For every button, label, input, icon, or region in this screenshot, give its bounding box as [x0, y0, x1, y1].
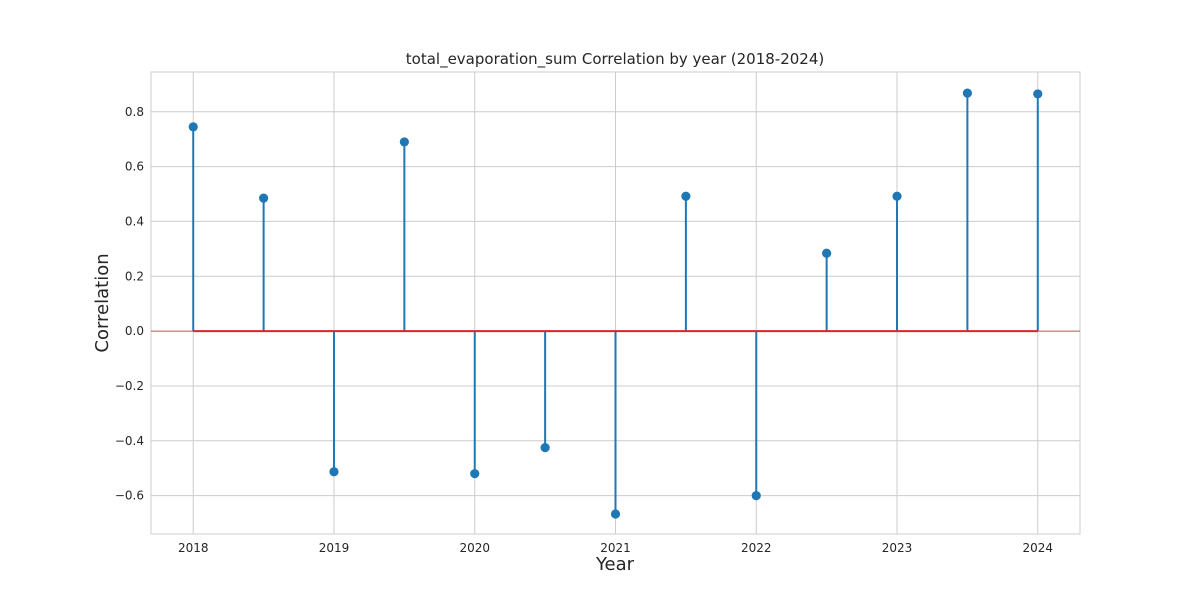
stem-marker: [329, 467, 339, 477]
y-tick-label: −0.6: [115, 489, 144, 503]
y-tick-label: 0.4: [125, 214, 144, 228]
stem-marker: [962, 88, 972, 98]
stem-marker: [540, 443, 550, 453]
stem-marker: [681, 191, 691, 201]
stem-marker: [470, 469, 480, 479]
stem-marker: [751, 491, 761, 501]
y-tick-label: −0.2: [115, 379, 144, 393]
stem-marker: [892, 191, 902, 201]
chart-title: total_evaporation_sum Correlation by yea…: [406, 50, 824, 69]
y-tick-label: 0.6: [125, 160, 144, 174]
y-axis-label: Correlation: [92, 253, 113, 352]
marker-series: [188, 88, 1043, 519]
y-tick-label: 0.0: [125, 324, 144, 338]
x-axis-label: Year: [595, 554, 635, 575]
x-tick-label: 2018: [178, 541, 209, 555]
stem-marker: [822, 248, 832, 258]
tick-labels: 2018 2019 2020 2021 2022 2023 2024 −0.6 −0.4 −0.2…: [115, 105, 1053, 555]
stem-marker: [610, 509, 621, 519]
x-tick-label: 2019: [319, 541, 350, 555]
x-tick-label: 2022: [741, 541, 772, 555]
x-tick-label: 2021: [600, 541, 631, 555]
y-tick-label: −0.4: [115, 434, 144, 448]
x-tick-label: 2020: [459, 541, 490, 555]
stem-marker: [1033, 89, 1043, 99]
stem-marker: [188, 122, 198, 132]
plot-frame-border: [150, 71, 1081, 535]
plot-frame: [150, 71, 1081, 535]
stem-marker: [399, 137, 409, 147]
x-tick-label: 2024: [1022, 541, 1053, 555]
x-tick-label: 2023: [882, 541, 913, 555]
stem-series: [192, 93, 1039, 514]
y-tick-label: 0.8: [125, 105, 144, 119]
stem-marker: [259, 193, 269, 203]
y-tick-label: 0.2: [125, 269, 144, 283]
